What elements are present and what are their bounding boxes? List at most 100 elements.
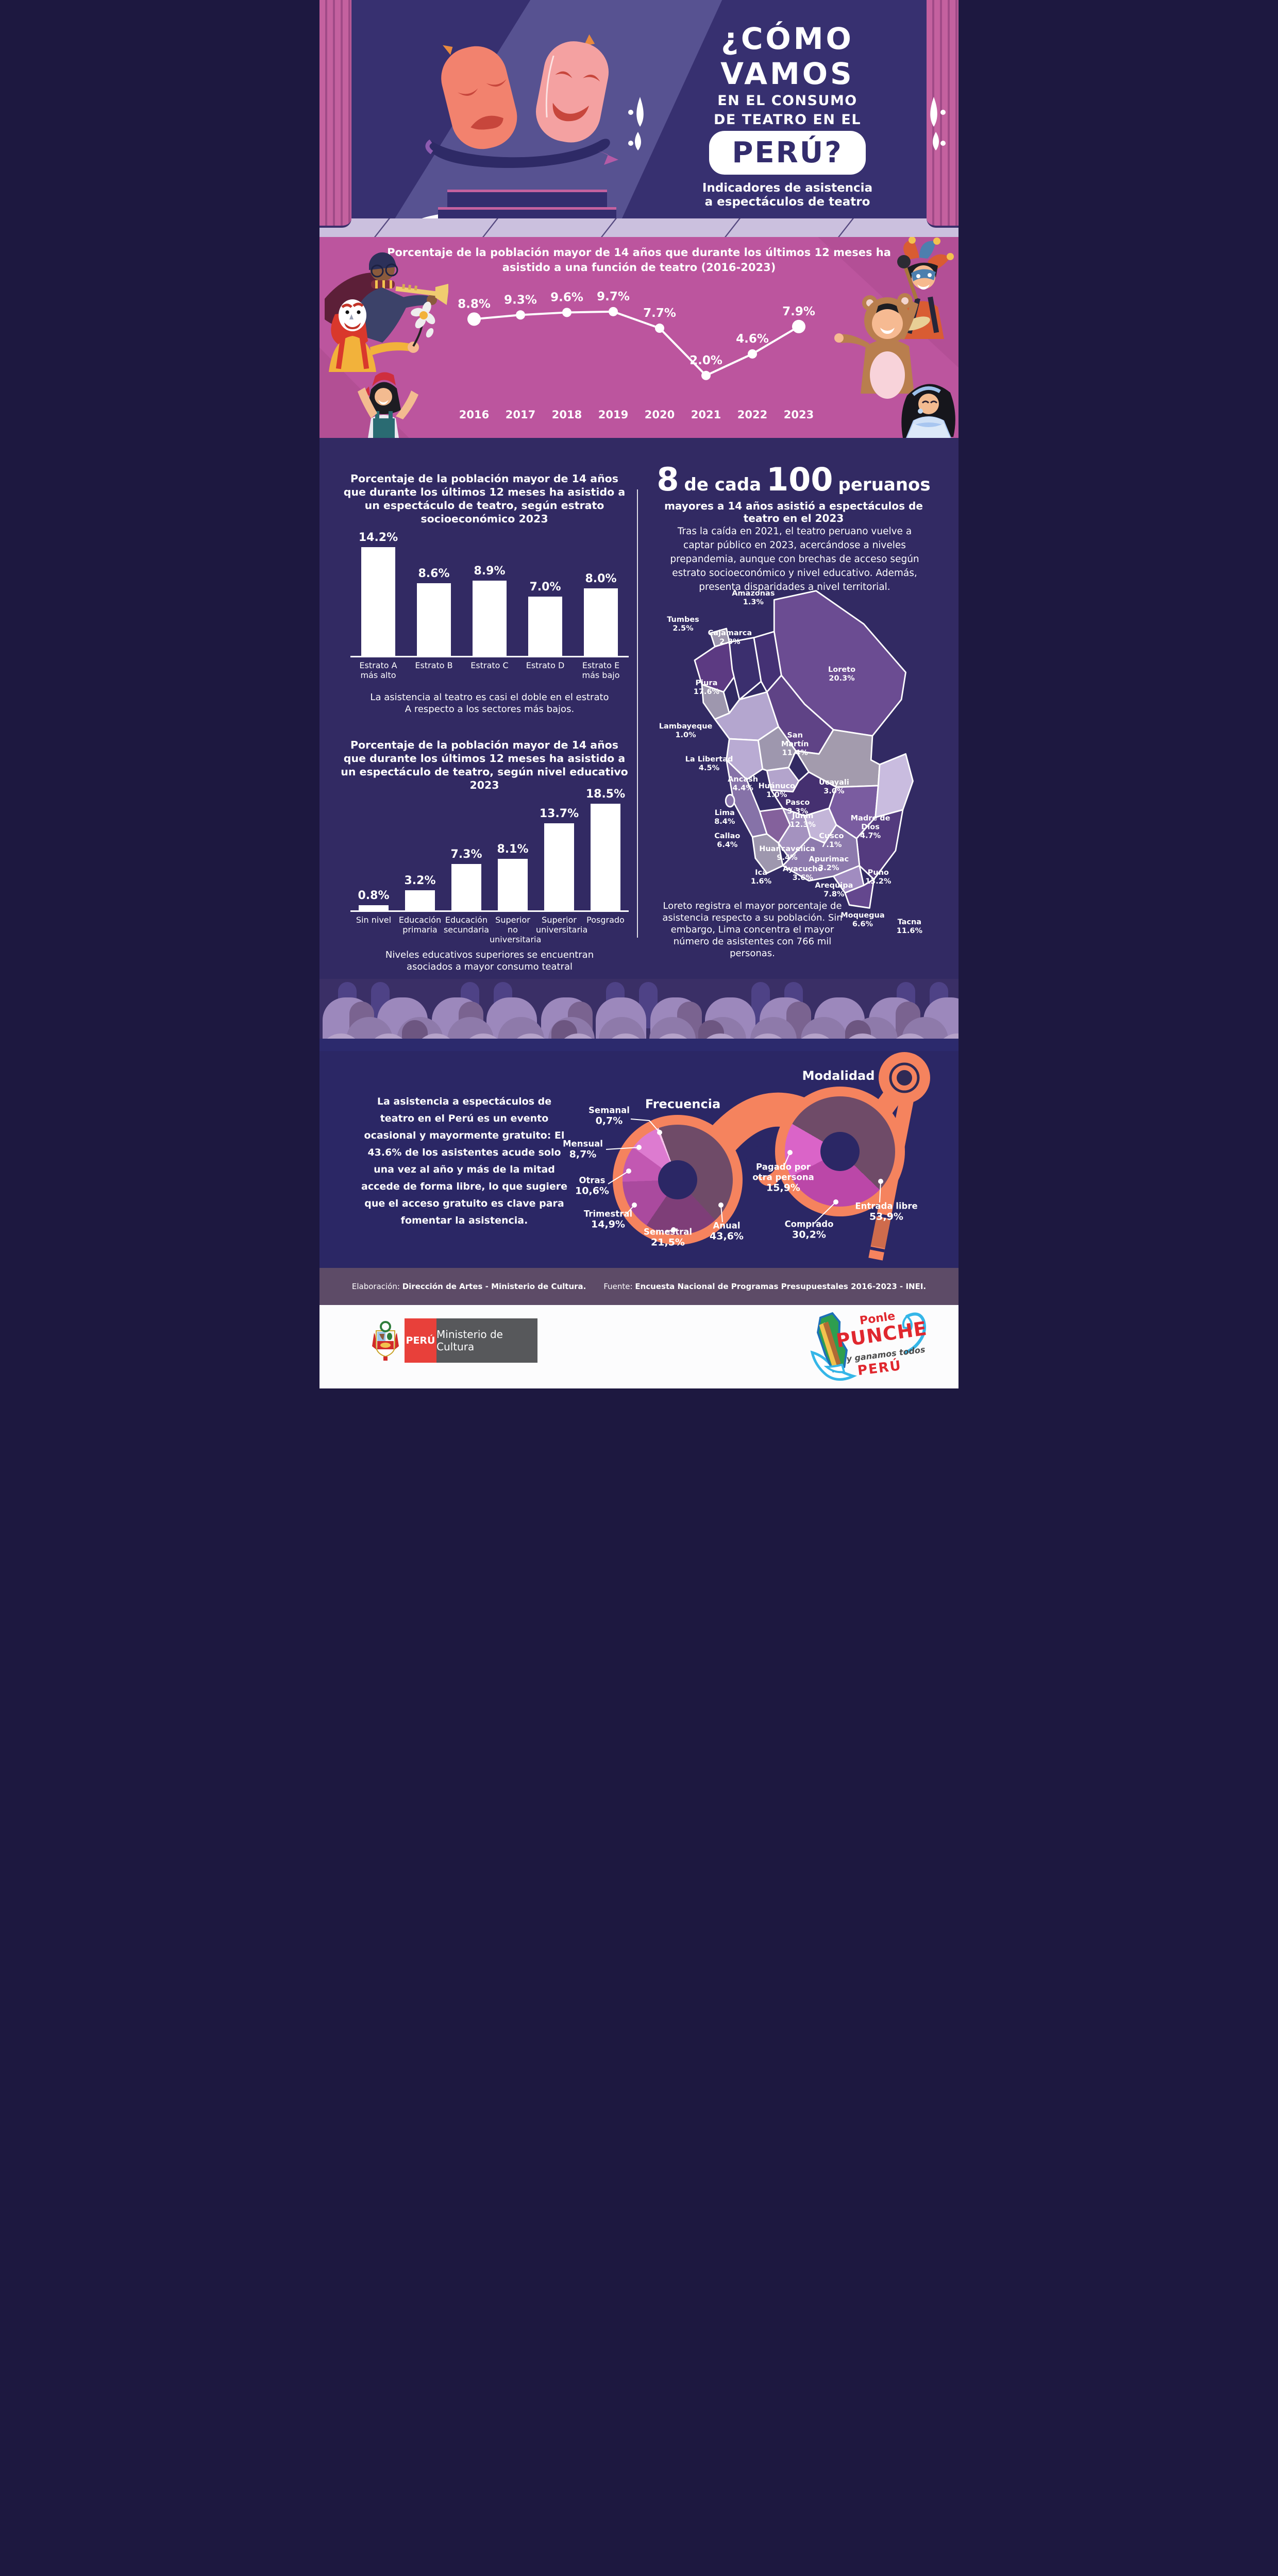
svg-text:2016: 2016 <box>459 409 489 421</box>
education-chart-title: Porcentaje de la población mayor de 14 a… <box>341 739 628 791</box>
headline-8-de-100: 8 de cada 100 peruanos <box>649 461 938 498</box>
svg-text:7.9%: 7.9% <box>782 305 815 318</box>
svg-text:9.6%: 9.6% <box>550 291 583 304</box>
frequency-modality-section: La asistencia a espectáculos de teatro e… <box>320 1051 959 1268</box>
svg-text:2019: 2019 <box>598 409 628 421</box>
map-labels-layer: Amazonas 1.3% Tumbes 2.5% Cajamarca 2.8% Loret… <box>657 585 922 936</box>
bar-axis-label: Educación secundaria <box>443 915 490 935</box>
stage-platform <box>447 190 607 210</box>
slice-label-Otras: Otras 10,6% <box>575 1175 609 1197</box>
statistics-section: Porcentaje de la población mayor de 14 a… <box>320 438 959 979</box>
svg-text:9.7%: 9.7% <box>597 290 630 303</box>
svg-text:2020: 2020 <box>645 409 675 421</box>
dancer-illustration <box>901 384 955 438</box>
title-line-1: ¿CÓMO <box>721 21 854 56</box>
bar-axis-label: Estrato A más alto <box>359 660 397 680</box>
svg-text:2017: 2017 <box>506 409 535 421</box>
modality-donut-hole <box>820 1132 860 1171</box>
svg-text:2.0%: 2.0% <box>690 354 722 367</box>
map-label-Lima: Lima 8.4% <box>714 808 735 826</box>
svg-text:4.6%: 4.6% <box>736 332 769 346</box>
peru-coat-of-arms-icon <box>372 1321 399 1361</box>
infographic-page: ¿CÓMO VAMOS EN EL CONSUMO DE TEATRO EN E… <box>320 0 959 1388</box>
frequency-title: Frecuencia <box>645 1097 721 1111</box>
education-bar-chart: 0.8% 3.2% 7.3% 8.1% 13.7% 18.5% <box>350 788 629 912</box>
map-label-Pasco: Pasco 3.3% <box>785 799 810 816</box>
performers-left-illustration <box>325 252 448 438</box>
bar-Posgrado: 18.5% <box>582 788 629 910</box>
map-label-Huancavelica: Huancavelica 9.4% <box>759 845 815 862</box>
bar-axis-label: Estrato B <box>415 660 453 670</box>
tragedy-mask-icon <box>441 45 517 149</box>
title-line-4: DE TEATRO EN EL <box>713 112 862 128</box>
headline-subtitle: mayores a 14 años asistió a espectáculos… <box>664 500 923 524</box>
map-label-Lambayeque: Lambayeque 1.0% <box>659 722 713 739</box>
svg-text:7.7%: 7.7% <box>643 307 676 320</box>
bar-Estrato D: 7.0% <box>517 531 573 656</box>
elaboracion-value: Dirección de Artes - Ministerio de Cultu… <box>402 1282 586 1291</box>
map-label-Ayacucho: Ayacucho 3.6% <box>782 865 823 883</box>
bar-Superior: 13.7% <box>536 788 582 910</box>
peru-map: Amazonas 1.3% Tumbes 2.5% Cajamarca 2.8% Loret… <box>657 585 922 936</box>
map-label-La Libertad: La Libertad 4.5% <box>685 755 733 773</box>
region-tacna <box>844 878 875 909</box>
headline-number-2: 100 <box>766 461 833 498</box>
elaboracion-label: Elaboración: <box>351 1282 400 1291</box>
performers-right-illustration <box>834 237 955 438</box>
audience-seats-decoration <box>320 979 959 1051</box>
title-line-2: VAMOS <box>720 56 854 91</box>
map-label-Callao: Callao 6.4% <box>714 832 741 849</box>
map-label-Moquegua: Moquegua 6.6% <box>840 911 885 929</box>
region-ancash <box>726 738 764 781</box>
occasional-attendance-paragraph: La asistencia a espectáculos de teatro e… <box>361 1096 567 1226</box>
ministerio-cultura-logo: Ministerio de Cultura <box>436 1318 537 1363</box>
drops-decoration-left <box>628 97 644 150</box>
bear-costume-illustration <box>834 255 918 399</box>
bar-axis-label: Educación primaria <box>398 915 442 935</box>
fuente-label: Fuente: <box>603 1282 633 1291</box>
bar-axis-label: Superior universitaria <box>536 915 588 935</box>
headline-text: de cada <box>684 474 762 495</box>
svg-text:2022: 2022 <box>737 409 767 421</box>
donut-leader-lines <box>606 1118 883 1232</box>
frequency-donut-hole <box>658 1160 697 1199</box>
map-label-Madre de Dios: Madre de Dios 4.7% <box>850 814 890 840</box>
svg-text:2018: 2018 <box>552 409 582 421</box>
bar-axis-label: Posgrado <box>586 915 625 925</box>
jester-illustration <box>902 237 954 339</box>
ponle-punche-logo: Ponle PUNCHE y ganamos todos PERÚ <box>804 1306 929 1387</box>
bar-axis-label: Sin nivel <box>356 915 392 925</box>
region-callao <box>725 794 735 808</box>
svg-text:2021: 2021 <box>691 409 721 421</box>
bar-Estrato C: 8.9% <box>462 531 517 656</box>
region-cajamarca <box>728 637 762 701</box>
map-label-Apurimac: Apurimac 3.2% <box>809 855 849 872</box>
map-label-Huánuco: Huánuco 1.0% <box>758 782 796 799</box>
credits-band: Elaboración: Dirección de Artes - Minist… <box>320 1268 959 1305</box>
attendance-trend-section: Porcentaje de la población mayor de 14 a… <box>320 237 959 438</box>
slice-label-Entrada libre: Entrada libre 53,9% <box>855 1201 918 1223</box>
peru-badge: PERÚ? <box>709 131 866 175</box>
bar-Educación: 7.3% <box>443 788 490 910</box>
line-chart-title: Porcentaje de la población mayor de 14 a… <box>387 246 891 274</box>
slice-label-Trimestral: Trimestral 14,9% <box>583 1209 633 1230</box>
region-arequipa <box>782 824 861 882</box>
map-label-Tumbes: Tumbes 2.5% <box>667 616 699 633</box>
frequency-slice-labels: Anual 43,6% Semestral 21,5% Trimestral 14,9% O… <box>320 1051 959 1268</box>
slice-label-Mensual: Mensual 8,7% <box>563 1139 603 1160</box>
map-label-Arequipa: Arequipa 7.8% <box>815 882 853 899</box>
map-label-Ica: Ica 1.6% <box>750 868 772 886</box>
peru-map-svg <box>694 590 914 909</box>
daisy-icon <box>411 301 435 338</box>
bar-axis-label: Estrato D <box>526 660 565 670</box>
map-label-Cusco: Cusco 7.1% <box>819 832 844 849</box>
slice-label-Comprado: Comprado 30,2% <box>784 1219 834 1241</box>
slice-label-Semestral: Semestral 21,5% <box>643 1227 693 1248</box>
comedy-mask-icon <box>535 34 609 143</box>
seats-front-strip <box>320 1039 959 1051</box>
slice-label-Pagado por: Pagado por otra persona 15,9% <box>752 1162 814 1194</box>
strata-caption: La asistencia al teatro es casi el doble… <box>370 692 609 715</box>
svg-text:2023: 2023 <box>784 409 814 421</box>
bar-Estrato E: 8.0% <box>573 531 629 656</box>
map-label-Piura: Piura 17.6% <box>693 679 720 696</box>
